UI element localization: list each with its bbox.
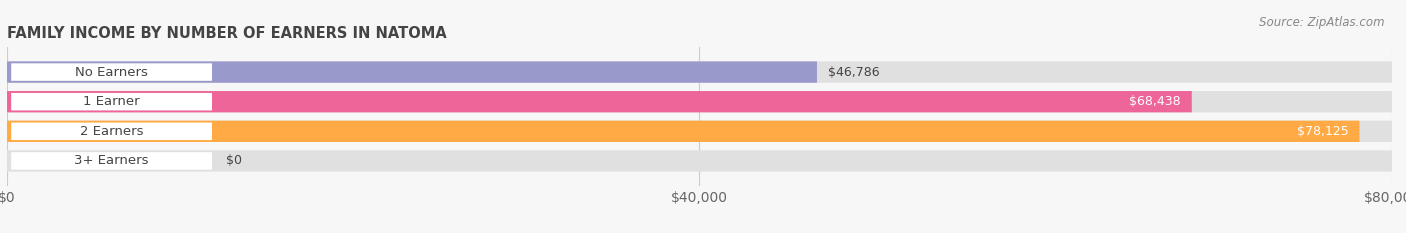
Text: $46,786: $46,786 (828, 65, 880, 79)
FancyBboxPatch shape (11, 152, 212, 170)
Text: $0: $0 (226, 154, 242, 168)
Text: 3+ Earners: 3+ Earners (75, 154, 149, 168)
Text: No Earners: No Earners (75, 65, 148, 79)
FancyBboxPatch shape (7, 62, 817, 83)
FancyBboxPatch shape (7, 150, 1392, 171)
Text: 2 Earners: 2 Earners (80, 125, 143, 138)
FancyBboxPatch shape (7, 62, 1392, 83)
Text: FAMILY INCOME BY NUMBER OF EARNERS IN NATOMA: FAMILY INCOME BY NUMBER OF EARNERS IN NA… (7, 26, 447, 41)
FancyBboxPatch shape (7, 91, 1392, 112)
Text: $78,125: $78,125 (1296, 125, 1348, 138)
FancyBboxPatch shape (7, 121, 1392, 142)
FancyBboxPatch shape (7, 91, 1192, 112)
Text: 1 Earner: 1 Earner (83, 95, 141, 108)
FancyBboxPatch shape (11, 123, 212, 140)
Text: $68,438: $68,438 (1129, 95, 1181, 108)
FancyBboxPatch shape (11, 63, 212, 81)
FancyBboxPatch shape (11, 93, 212, 110)
FancyBboxPatch shape (7, 121, 1360, 142)
Text: Source: ZipAtlas.com: Source: ZipAtlas.com (1260, 16, 1385, 29)
